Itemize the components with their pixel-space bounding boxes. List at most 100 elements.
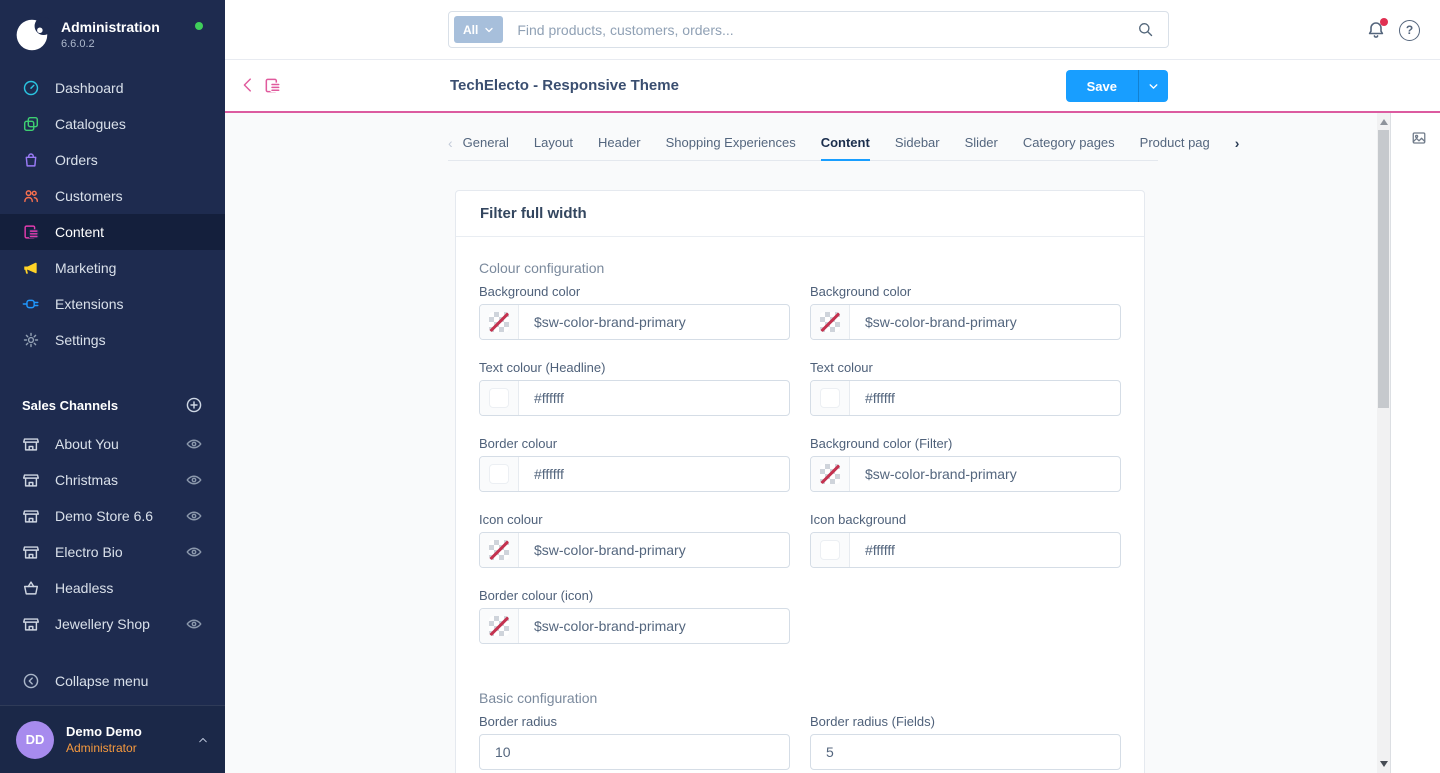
shopware-logo-icon <box>14 16 52 54</box>
colorpicker-input[interactable]: #ffffff <box>479 456 790 492</box>
tab-layout[interactable]: Layout <box>533 134 573 150</box>
notifications-bell-icon[interactable] <box>1366 18 1388 40</box>
sales-channel-label: Jewellery Shop <box>55 616 150 632</box>
field-border-colour: Border colour #ffffff <box>479 436 790 492</box>
tab-content[interactable]: Content <box>820 125 870 161</box>
number-input[interactable]: 10 <box>479 734 790 770</box>
vertical-scrollbar[interactable] <box>1377 113 1391 773</box>
color-swatch-button[interactable] <box>811 457 850 491</box>
sales-channel-about-you[interactable]: About You <box>0 426 225 462</box>
sidebar-item-settings[interactable]: Settings <box>0 322 225 358</box>
field-label: Border radius (Fields) <box>810 714 935 729</box>
field-value: $sw-color-brand-primary <box>865 466 1017 482</box>
invalid-color-swatch <box>489 616 509 636</box>
save-button[interactable]: Save <box>1086 78 1117 94</box>
sales-channel-list: About You Christmas Demo Store 6.6 Electro … <box>0 426 225 642</box>
sidebar-item-label: Orders <box>55 152 98 168</box>
tab-slider[interactable]: Slider <box>964 134 998 150</box>
color-swatch-button[interactable] <box>811 305 850 339</box>
scrollbar-thumb[interactable] <box>1378 130 1389 408</box>
help-icon[interactable]: ? <box>1399 19 1420 41</box>
colorpicker-input[interactable]: $sw-color-brand-primary <box>479 608 790 644</box>
color-swatch-button[interactable] <box>480 609 519 643</box>
field-background-color: Background color $sw-color-brand-primary <box>479 284 790 340</box>
sales-channel-jewellery-shop[interactable]: Jewellery Shop <box>0 606 225 642</box>
user-name: Demo Demo <box>66 724 142 739</box>
tab-header[interactable]: Header <box>597 134 641 150</box>
search-scope-dropdown[interactable]: All <box>454 16 504 43</box>
storefront-icon <box>22 507 40 525</box>
color-swatch-button[interactable] <box>480 305 519 339</box>
field-grid: Background color $sw-color-brand-primary B… <box>479 284 1121 664</box>
tab-general[interactable]: General <box>462 134 509 150</box>
sales-channel-electro-bio[interactable]: Electro Bio <box>0 534 225 570</box>
field-value: #ffffff <box>865 390 895 406</box>
search-icon[interactable] <box>1137 21 1154 38</box>
tab-category-pages[interactable]: Category pages <box>1022 134 1115 150</box>
tab-shopping-experiences[interactable]: Shopping Experiences <box>665 134 796 150</box>
collapse-menu-button[interactable]: Collapse menu <box>0 663 225 699</box>
tabs-scroll-left-icon[interactable]: ‹ <box>448 134 453 151</box>
sales-channel-demo-store-6-6[interactable]: Demo Store 6.6 <box>0 498 225 534</box>
tabs-scroll-right-icon[interactable]: › <box>1234 134 1240 151</box>
color-swatch-button[interactable] <box>811 533 850 567</box>
colorpicker-input[interactable]: $sw-color-brand-primary <box>810 456 1121 492</box>
colorpicker-input[interactable]: #ffffff <box>810 380 1121 416</box>
colorpicker-input[interactable]: $sw-color-brand-primary <box>479 304 790 340</box>
scroll-down-arrow[interactable] <box>1380 761 1388 767</box>
back-icon[interactable] <box>239 76 257 94</box>
sidebar-item-dashboard[interactable]: Dashboard <box>0 70 225 106</box>
sales-channel-headless[interactable]: Headless <box>0 570 225 606</box>
storefront-icon <box>22 471 40 489</box>
color-swatch-button[interactable] <box>480 533 519 567</box>
field-text-colour-headline: Text colour (Headline) #ffffff <box>479 360 790 416</box>
sidebar-item-customers[interactable]: Customers <box>0 178 225 214</box>
add-sales-channel-icon[interactable] <box>185 396 203 414</box>
image-icon[interactable] <box>1411 130 1427 146</box>
field-icon-colour: Icon colour $sw-color-brand-primary <box>479 512 790 568</box>
main-navigation: Dashboard Catalogues Orders Customers Conten… <box>0 70 225 358</box>
field-label: Border colour (icon) <box>479 588 594 603</box>
save-dropdown-button[interactable] <box>1138 70 1168 102</box>
field-border-radius: Border radius 10 <box>479 714 790 770</box>
colorpicker-input[interactable]: $sw-color-brand-primary <box>810 304 1121 340</box>
color-swatch-button[interactable] <box>480 457 519 491</box>
config-card: Filter full width Colour configuration Ba… <box>455 190 1145 773</box>
search-input[interactable] <box>517 21 1137 38</box>
number-input[interactable]: 5 <box>810 734 1121 770</box>
content-area: ‹ General Layout Header Shopping Experience… <box>225 113 1440 773</box>
color-swatch-button[interactable] <box>811 381 850 415</box>
storefront-icon <box>22 543 40 561</box>
sidebar-item-label: Content <box>55 224 105 240</box>
global-search[interactable]: All <box>448 11 1169 48</box>
color-swatch-button[interactable] <box>480 381 519 415</box>
field-text-colour: Text colour #ffffff <box>810 360 1121 416</box>
eye-icon <box>185 507 203 525</box>
colorpicker-input[interactable]: $sw-color-brand-primary <box>479 532 790 568</box>
chevron-down-icon <box>1148 81 1159 92</box>
tab-sidebar[interactable]: Sidebar <box>894 134 940 150</box>
tab-product-pag[interactable]: Product pag <box>1139 134 1210 150</box>
field-value: 10 <box>495 744 511 760</box>
scroll-up-arrow[interactable] <box>1380 119 1388 125</box>
field-value: #ffffff <box>534 390 564 406</box>
sidebar-item-extensions[interactable]: Extensions <box>0 286 225 322</box>
app-version: 6.6.0.2 <box>61 38 95 50</box>
sidebar-item-orders[interactable]: Orders <box>0 142 225 178</box>
white-color-swatch <box>489 464 509 484</box>
sales-channel-christmas[interactable]: Christmas <box>0 462 225 498</box>
collapse-icon <box>22 672 40 690</box>
avatar: DD <box>16 720 54 759</box>
user-menu[interactable]: DD Demo Demo Administrator <box>0 705 225 773</box>
colorpicker-input[interactable]: #ffffff <box>810 532 1121 568</box>
sidebar-item-content[interactable]: Content <box>0 214 225 250</box>
field-value: #ffffff <box>865 542 895 558</box>
dashboard-icon <box>22 79 40 97</box>
invalid-color-swatch <box>489 312 509 332</box>
field-value: $sw-color-brand-primary <box>534 542 686 558</box>
topbar-actions: ? <box>1366 0 1420 60</box>
sidebar-item-marketing[interactable]: Marketing <box>0 250 225 286</box>
sidebar-item-catalogues[interactable]: Catalogues <box>0 106 225 142</box>
sidebar-item-label: Marketing <box>55 260 117 276</box>
colorpicker-input[interactable]: #ffffff <box>479 380 790 416</box>
